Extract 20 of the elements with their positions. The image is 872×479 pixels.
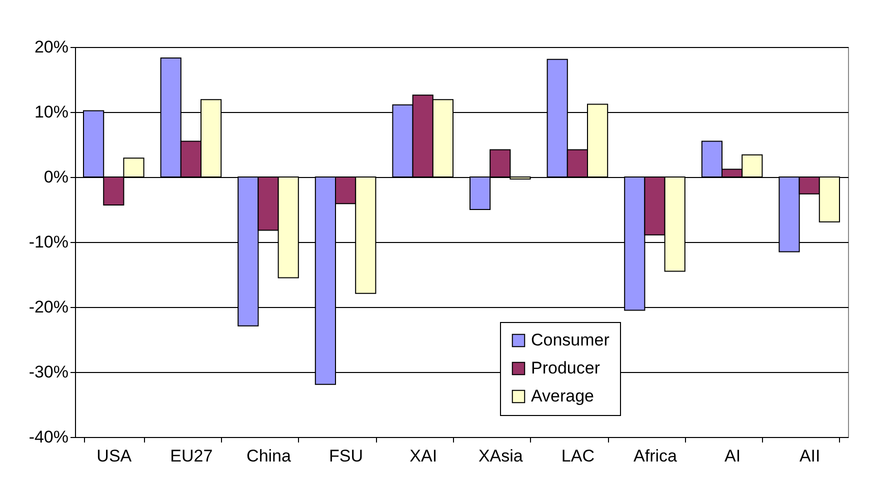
x-tick-label: AII — [799, 446, 820, 466]
x-tick-label: XAsia — [478, 446, 524, 466]
y-tick-label: 20% — [34, 38, 68, 56]
x-tick-label: LAC — [561, 446, 594, 466]
y-tick-label: 10% — [34, 102, 68, 122]
y-tick-label: -10% — [28, 232, 68, 252]
x-tick-label: AI — [724, 446, 741, 466]
y-tick-label: 0% — [44, 168, 68, 186]
y-tick-label: -40% — [28, 428, 68, 446]
y-tick-label: -30% — [28, 362, 68, 382]
x-tick-label: USA — [96, 446, 132, 466]
x-tick-label: XAI — [410, 446, 438, 466]
y-tick-label: -20% — [28, 298, 68, 316]
x-tick-label: Africa — [634, 446, 678, 466]
legend-label: Consumer — [531, 330, 610, 350]
x-tick-label: FSU — [329, 446, 364, 466]
legend-label: Producer — [531, 358, 600, 378]
legend-label: Average — [531, 386, 594, 406]
x-tick-label: China — [246, 446, 292, 466]
x-tick-label: EU27 — [170, 446, 213, 466]
